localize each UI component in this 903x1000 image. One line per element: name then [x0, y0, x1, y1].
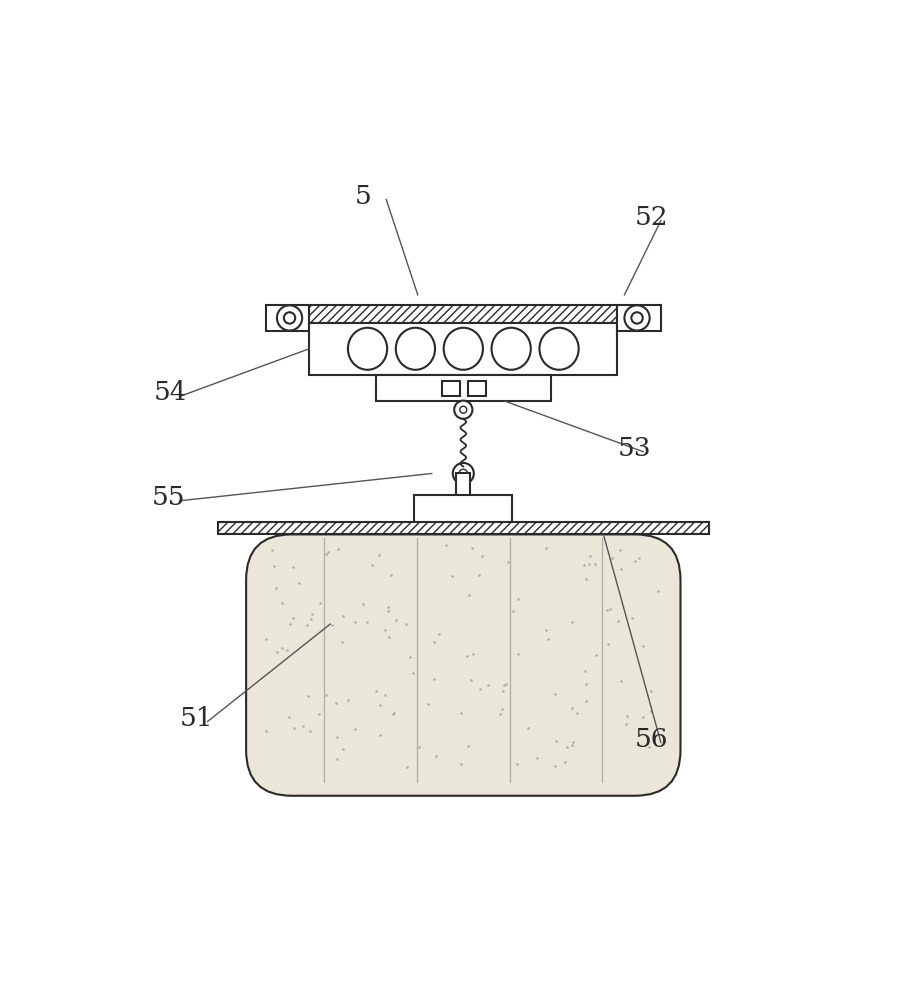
- Text: 55: 55: [152, 485, 185, 510]
- Bar: [456, 473, 470, 496]
- Circle shape: [276, 305, 302, 331]
- Circle shape: [453, 401, 472, 419]
- Ellipse shape: [491, 328, 530, 370]
- Text: 52: 52: [634, 205, 668, 230]
- Bar: [309, 305, 617, 323]
- Ellipse shape: [443, 328, 482, 370]
- Text: 54: 54: [154, 380, 187, 405]
- Bar: [265, 305, 309, 331]
- Ellipse shape: [348, 328, 386, 370]
- FancyBboxPatch shape: [246, 534, 680, 796]
- Text: 5: 5: [354, 184, 371, 209]
- Circle shape: [460, 406, 466, 413]
- Bar: [467, 381, 485, 396]
- Bar: [309, 323, 617, 375]
- Bar: [218, 522, 708, 534]
- Circle shape: [452, 463, 473, 484]
- Bar: [414, 495, 512, 523]
- Ellipse shape: [396, 328, 434, 370]
- Circle shape: [624, 305, 649, 331]
- Circle shape: [630, 312, 642, 324]
- Text: 51: 51: [180, 706, 213, 731]
- Text: 53: 53: [617, 436, 650, 461]
- Bar: [617, 305, 660, 331]
- Ellipse shape: [539, 328, 578, 370]
- Text: 56: 56: [634, 727, 667, 752]
- Circle shape: [459, 469, 467, 478]
- Circle shape: [284, 312, 295, 324]
- Bar: [442, 381, 460, 396]
- Bar: [376, 375, 550, 401]
